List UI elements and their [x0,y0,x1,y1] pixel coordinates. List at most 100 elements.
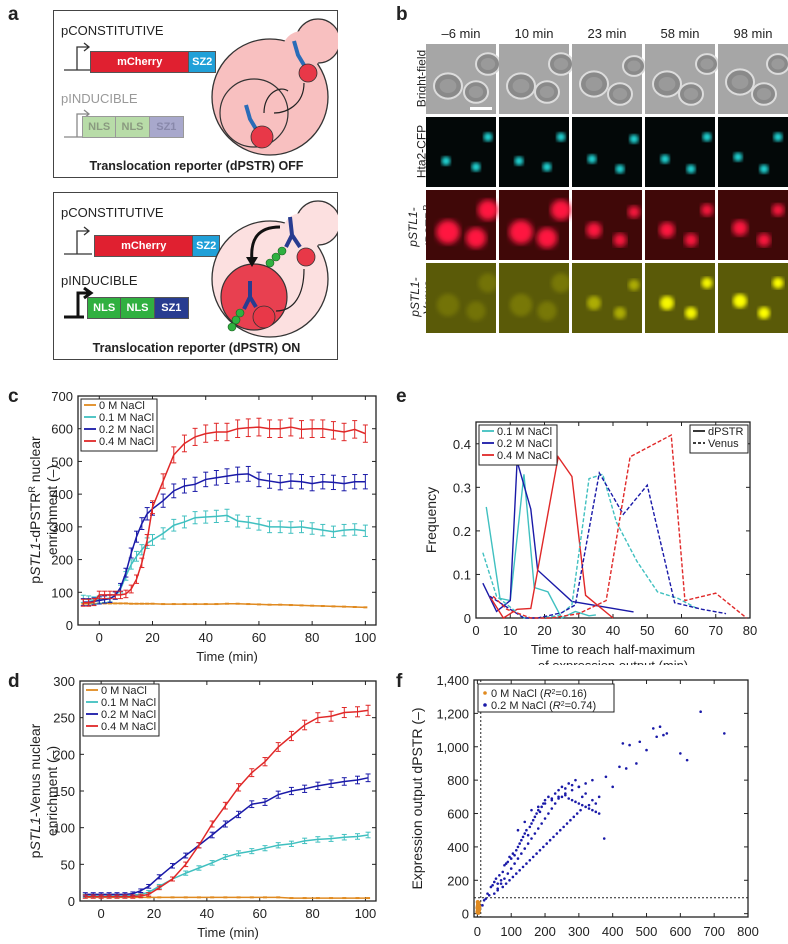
scatter-point [501,870,505,874]
error-bar [112,590,118,600]
error-bar [106,894,112,899]
timepoint-label: 23 min [587,26,627,41]
error-bar [139,517,145,530]
y-tick-label: 1,000 [436,740,469,755]
error-bar [171,446,177,464]
x-tick-label: 20 [145,630,159,645]
error-bar [196,865,202,871]
error-bar [128,584,134,594]
scatter-point [535,812,538,815]
scatter-point [516,828,520,832]
error-bar [102,590,108,600]
error-bar [203,510,209,524]
scatter-point [516,857,520,860]
plot-frame [473,679,749,918]
x-tick-label: 400 [602,924,624,939]
x-tick-label: 40 [198,630,212,645]
scatter-point [628,743,631,747]
legend-label: 0.2 M NaCl [497,438,552,450]
gene-constitutive-off: mCherry SZ2 [90,51,216,73]
x-tick-label: 60 [674,623,688,638]
y-tick-label: 0 [464,611,471,626]
scatter-point [543,817,547,820]
y-tick-label: 0 [462,907,469,922]
y-tick-label: 50 [61,857,75,872]
scatter-point [509,867,513,870]
legend-box [689,424,749,454]
scatter-point [555,832,559,835]
scatter-point [494,877,498,880]
error-bar [362,474,368,490]
scatter-point [580,803,584,807]
scatter-point [518,868,521,872]
x-tick-label: 300 [568,924,590,939]
micrograph-tile [499,190,572,260]
x-tick-label: 60 [252,906,266,921]
promoter-constitutive-label: pCONSTITUTIVE [61,23,164,38]
scatter-point [645,748,648,752]
error-bar [365,704,371,716]
gene-segment-sz1: SZ1 [149,117,183,137]
error-bar [192,511,198,525]
x-tick-label: 40 [200,906,214,921]
y-tick-label: 300 [53,674,75,689]
error-bar [236,810,242,819]
series-line [83,602,366,609]
y-tick-label: 200 [447,873,469,888]
scatter-point [591,778,594,782]
error-bar [341,777,347,786]
y-tick-label: 200 [51,553,73,568]
micrograph-tile [645,44,719,114]
scatter-point [531,855,535,859]
error-bar [256,517,262,531]
chart-f-expression-scatter: 0 100 200 300 400 500 600 700 800 0 200 400 600 800 1,… [409,673,759,944]
scatter-point [543,802,547,805]
error-bar [86,598,92,607]
x-tick-label: 0 [96,630,103,645]
scatter-point [513,853,516,857]
error-bar [80,598,86,607]
scatter-point [570,788,574,792]
legend-label: Venus [708,438,739,450]
error-bar [299,474,304,490]
legend-label: 0.4 M NaCl [101,721,156,733]
scatter-point [538,848,542,852]
x-tick-label: 70 [709,623,723,638]
error-bar [267,520,273,534]
scatter-point [597,812,601,815]
error-bar [277,520,283,534]
error-bar [235,419,241,439]
micrograph-tile [572,190,642,260]
scatter-point [506,872,510,875]
scatter-point [594,810,598,814]
scatter-point [526,833,530,837]
scatter-point [499,878,503,882]
y-tick-label: 1,400 [436,673,469,688]
y-tick-label: 0.3 [453,480,471,495]
scatter-point [528,825,532,829]
micrograph-tile [426,263,498,333]
error-bar [91,598,97,607]
y-axis-label: Frequency [423,487,439,553]
error-bar [341,707,347,719]
error-bar [352,474,358,490]
scale-bar [470,107,492,110]
series-line [83,473,366,603]
scatter-point [584,782,587,785]
error-bar [235,466,241,483]
micrograph-tile [426,117,496,187]
x-tick-label: 80 [743,623,757,638]
reporter-on-caption: Translocation reporter (dPSTR) ON [92,341,301,355]
y-tick-label: 150 [53,784,75,799]
legend-label: dPSTR [708,426,744,438]
x-tick-label: 50 [640,623,654,638]
error-bar [236,850,242,857]
micrograph-tile [426,190,499,260]
error-bar [355,775,360,785]
error-bar [288,786,294,796]
y-axis-label: enrichment (–) [44,746,60,836]
scatter-point [520,852,523,855]
error-bar [352,420,358,439]
scatter-point [591,798,594,802]
promoter-inducible-label: pINDUCIBLE [61,91,138,106]
